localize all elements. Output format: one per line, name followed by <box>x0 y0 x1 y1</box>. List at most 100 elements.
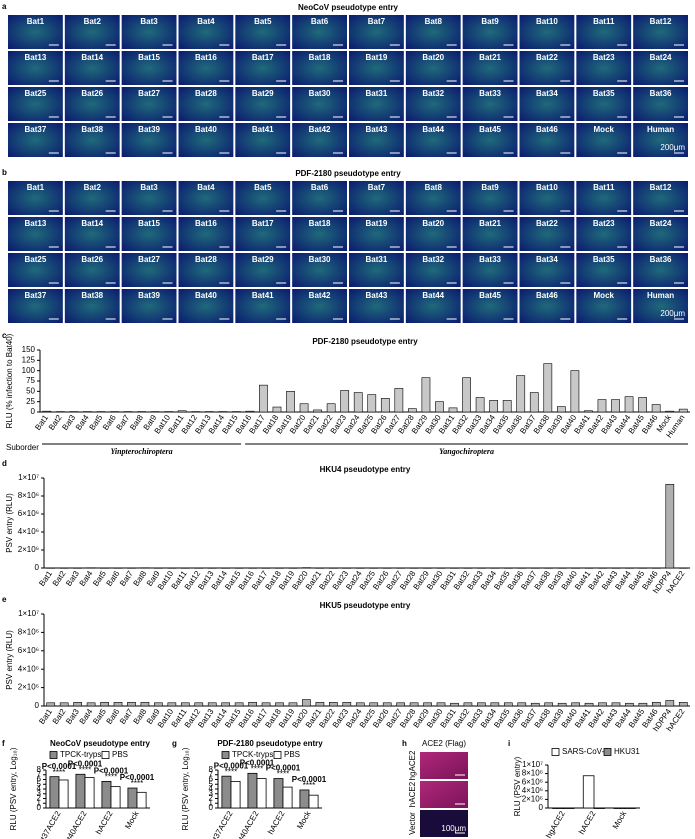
y-tick-label: 2×10⁶ <box>522 795 543 804</box>
bar <box>490 702 500 707</box>
tile-label: Vector <box>408 812 417 835</box>
bar <box>678 567 688 569</box>
y-axis-label: RLU (PSV entry, Log₁₀) <box>9 747 18 830</box>
bar <box>167 702 177 707</box>
y-tick-label: 4×10⁶ <box>522 786 543 795</box>
chart-title: PDF-2180 pseudotype entry <box>217 739 323 748</box>
y-tick-label: 0 <box>35 701 40 710</box>
micrograph-tile <box>235 15 291 49</box>
bar <box>342 567 352 569</box>
tile-label: Bat45 <box>479 291 501 300</box>
bar <box>340 390 350 413</box>
tile-label: Bat30 <box>309 89 331 98</box>
panel-letter: d <box>2 459 7 468</box>
y-tick-label: 8 <box>37 765 42 774</box>
tile-label: Bat10 <box>536 183 558 192</box>
tile-label: Bat15 <box>138 219 160 228</box>
bar <box>409 567 419 569</box>
scale-label: 100μm <box>441 824 466 833</box>
x-tick-label: Bat5 <box>91 569 108 588</box>
significance-stars: **** <box>53 768 65 777</box>
y-axis-label: RLU (PSV entry, Log₁₀) <box>181 747 190 830</box>
legend-label: SARS-CoV-2 <box>562 747 609 756</box>
micrograph-tile <box>178 15 234 49</box>
panel-letter: f <box>2 739 5 748</box>
legend-label: PBS <box>112 750 128 759</box>
tile-label: Bat1 <box>27 183 45 192</box>
x-tick-label: Mock <box>611 809 629 831</box>
bar <box>313 409 322 413</box>
tile-label: Bat33 <box>479 255 501 264</box>
bar <box>477 702 486 707</box>
significance-stars: **** <box>251 764 263 773</box>
bar <box>369 702 379 707</box>
bar <box>248 567 257 569</box>
panel-letter: c <box>2 331 7 340</box>
micrograph-tile <box>405 87 461 121</box>
tile-label: Bat19 <box>366 53 388 62</box>
bar <box>273 778 284 809</box>
bar <box>450 567 459 569</box>
bar <box>570 370 580 413</box>
micrograph-tile <box>519 123 575 157</box>
micrograph-tile <box>633 87 688 121</box>
bar <box>73 567 82 569</box>
tile-label: Bat11 <box>593 183 615 192</box>
y-tick-label: 8×10⁶ <box>18 628 39 637</box>
bar <box>367 394 377 413</box>
micrograph-tile <box>121 289 177 323</box>
bar <box>543 363 553 413</box>
tile-label: Bat27 <box>138 89 160 98</box>
micrograph-tile <box>633 217 688 251</box>
tile-label: Bat44 <box>422 291 444 300</box>
tile-label: Bat4 <box>197 183 215 192</box>
bar <box>517 702 527 707</box>
micrograph-tile <box>292 123 347 157</box>
x-tick-label: Bat5 <box>91 707 108 726</box>
x-tick-label: Bat8 <box>128 413 145 432</box>
tile-label: Bat26 <box>81 89 103 98</box>
bar <box>275 702 284 707</box>
x-tick-label: Bat3 <box>64 707 81 726</box>
y-tick-label: 4 <box>37 784 42 793</box>
x-tick-label: Bat1 <box>37 707 54 726</box>
bar <box>638 702 648 707</box>
legend-label: TPCK-trypsin <box>60 750 108 759</box>
bar <box>463 702 473 707</box>
bar <box>652 702 661 707</box>
bar <box>100 702 109 707</box>
micrograph-tile <box>405 181 461 215</box>
x-tick-label: Bat5 <box>87 413 104 432</box>
bar <box>355 702 365 707</box>
tile-label: Human <box>647 125 674 134</box>
panel-title: NeoCoV pseudotype entry <box>298 3 399 12</box>
tile-label: Bat22 <box>536 53 558 62</box>
x-tick-label: Mock <box>295 809 313 831</box>
tile-label: Mock <box>594 291 615 300</box>
micrograph-tile <box>462 87 518 121</box>
tile-label: Bat16 <box>195 53 217 62</box>
bar <box>154 567 163 569</box>
tile-label: Bat34 <box>536 89 558 98</box>
bar <box>207 567 217 569</box>
p-value-label: P<0.0001 <box>214 761 249 770</box>
y-tick-label: 7 <box>209 770 214 779</box>
micrograph-tile <box>64 87 120 121</box>
micrograph-tile <box>405 253 461 287</box>
tile-label: Bat37 <box>25 291 47 300</box>
bar <box>571 702 580 707</box>
tile-label: Bat22 <box>536 219 558 228</box>
micrograph-tile <box>121 253 177 287</box>
micrograph-tile <box>349 181 404 215</box>
p-value-label: P<0.0001 <box>68 759 103 768</box>
micrograph-tile <box>633 289 688 323</box>
bar <box>435 401 444 413</box>
chart-title: HKU4 pseudotype entry <box>320 465 411 474</box>
micrograph-tile <box>576 15 632 49</box>
bar <box>84 777 95 809</box>
bar <box>96 411 106 413</box>
bar <box>556 406 566 413</box>
bar <box>73 702 82 707</box>
x-tick-label: Bat37ACE2 <box>206 809 235 839</box>
bar <box>382 567 392 569</box>
